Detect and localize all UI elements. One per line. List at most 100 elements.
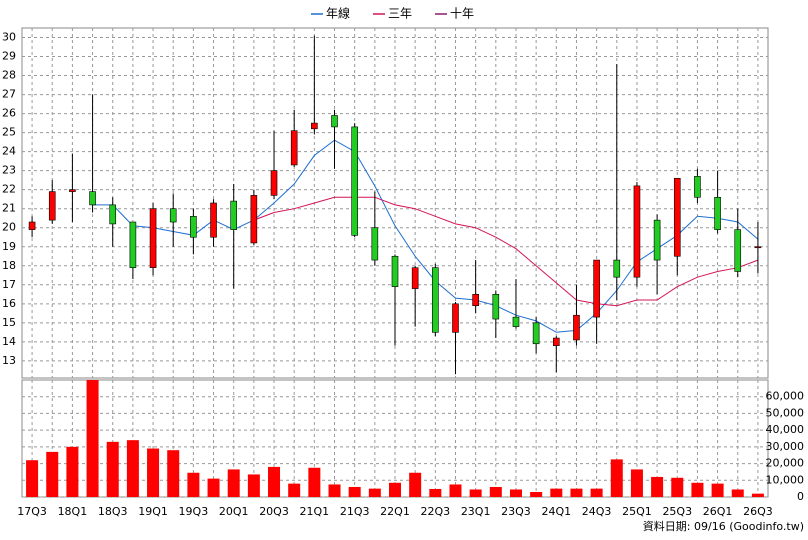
candle-body [694,176,701,198]
volume-bar [610,459,623,497]
candle-body [311,122,318,130]
y-tick-label: 16 [2,297,16,310]
volume-bar [187,472,200,497]
y-tick-label: 18 [2,259,16,272]
candle-body [210,202,217,238]
volume-bar [449,484,462,497]
volume-bar [570,488,583,497]
volume-bar [126,440,139,497]
candle-body [613,259,621,278]
candle-body [270,170,278,196]
y-tick-label: 26 [2,107,16,120]
x-tick-label: 17Q3 [17,505,47,518]
candle-body [673,177,681,257]
volume-bar [691,482,704,497]
volume-bar [227,469,240,497]
candle-body [573,314,580,341]
volume-bar [671,477,684,497]
volume-bar [328,484,341,497]
volume-bar [590,488,603,497]
footer: 資料日期: 09/16 (Goodinfo.tw) [643,519,804,533]
candle-body [69,189,76,192]
candle-body [593,259,600,318]
y2-tick-label: 10,000 [766,473,805,486]
candle-body [492,294,500,320]
candle-body [411,267,419,289]
y-tick-label: 14 [2,335,16,348]
x-tick-label: 26Q3 [743,505,773,518]
legend-label: 三年 [388,7,412,21]
candle-body [391,255,399,287]
volume-bar [46,451,59,497]
volume-bar [509,489,522,497]
legend-label: 十年 [450,7,474,21]
y-tick-label: 25 [2,126,16,139]
y2-tick-label: 0 [797,490,804,503]
volume-bar [368,488,381,497]
volume-bar [550,488,563,497]
volume-bar [268,466,281,497]
y-tick-label: 19 [2,240,16,253]
y2-tick-label: 20,000 [766,457,805,470]
y2-tick-label: 60,000 [766,390,805,403]
legend-label: 年線 [326,6,350,21]
x-tick-label: 19Q3 [179,505,209,518]
volume-bar [651,476,664,497]
volume-bar [711,483,724,497]
candle-body [734,229,742,272]
candle-body [230,200,238,230]
x-tick-label: 22Q3 [420,505,450,518]
volume-bar [308,467,321,497]
volume-bar [530,491,543,497]
x-tick-label: 25Q1 [622,505,652,518]
candle-body [432,267,439,333]
candle-body [351,126,358,236]
y-tick-label: 29 [2,50,16,63]
volume-bar [489,486,502,497]
candle-body [290,130,298,166]
y-tick-label: 27 [2,88,16,101]
candle-body [472,294,479,307]
candle-body [149,208,157,268]
volume-bar [469,489,482,497]
y-tick-label: 22 [2,183,16,196]
volume-bar [26,460,39,497]
volume-bar [288,483,301,497]
candle-body [28,221,36,230]
x-tick-label: 23Q1 [461,505,491,518]
x-tick-label: 22Q1 [380,505,410,518]
volume-bar [147,448,160,497]
volume-bar [429,488,442,497]
x-tick-label: 21Q3 [340,505,370,518]
x-tick-label: 18Q1 [58,505,88,518]
y-tick-label: 28 [2,69,16,82]
line-series [253,196,759,307]
volume-bar [409,472,422,497]
y-tick-label: 13 [2,354,16,367]
volume-bar [348,486,361,497]
y2-tick-label: 30,000 [766,440,805,453]
candle-body [371,227,379,261]
y-tick-label: 24 [2,145,16,158]
y-tick-label: 30 [2,31,16,44]
volume-bar [247,474,260,497]
candle-body [169,208,177,223]
y-tick-label: 17 [2,278,16,291]
candle-body [452,303,459,333]
x-tick-label: 25Q3 [662,505,692,518]
candle-body [109,204,117,225]
volume-bar [86,380,99,497]
candle-body [512,316,520,327]
candle-body [48,191,56,221]
x-tick-label: 20Q1 [219,505,249,518]
candle-body [754,246,762,249]
volume-bar [389,482,401,497]
x-tick-label: 18Q3 [98,505,128,518]
x-tick-label: 19Q1 [138,505,168,518]
y-tick-label: 21 [2,202,16,215]
x-tick-label: 20Q3 [259,505,289,518]
x-tick-label: 26Q1 [703,505,733,518]
volume-bar [207,478,220,497]
candle-body [250,195,258,244]
